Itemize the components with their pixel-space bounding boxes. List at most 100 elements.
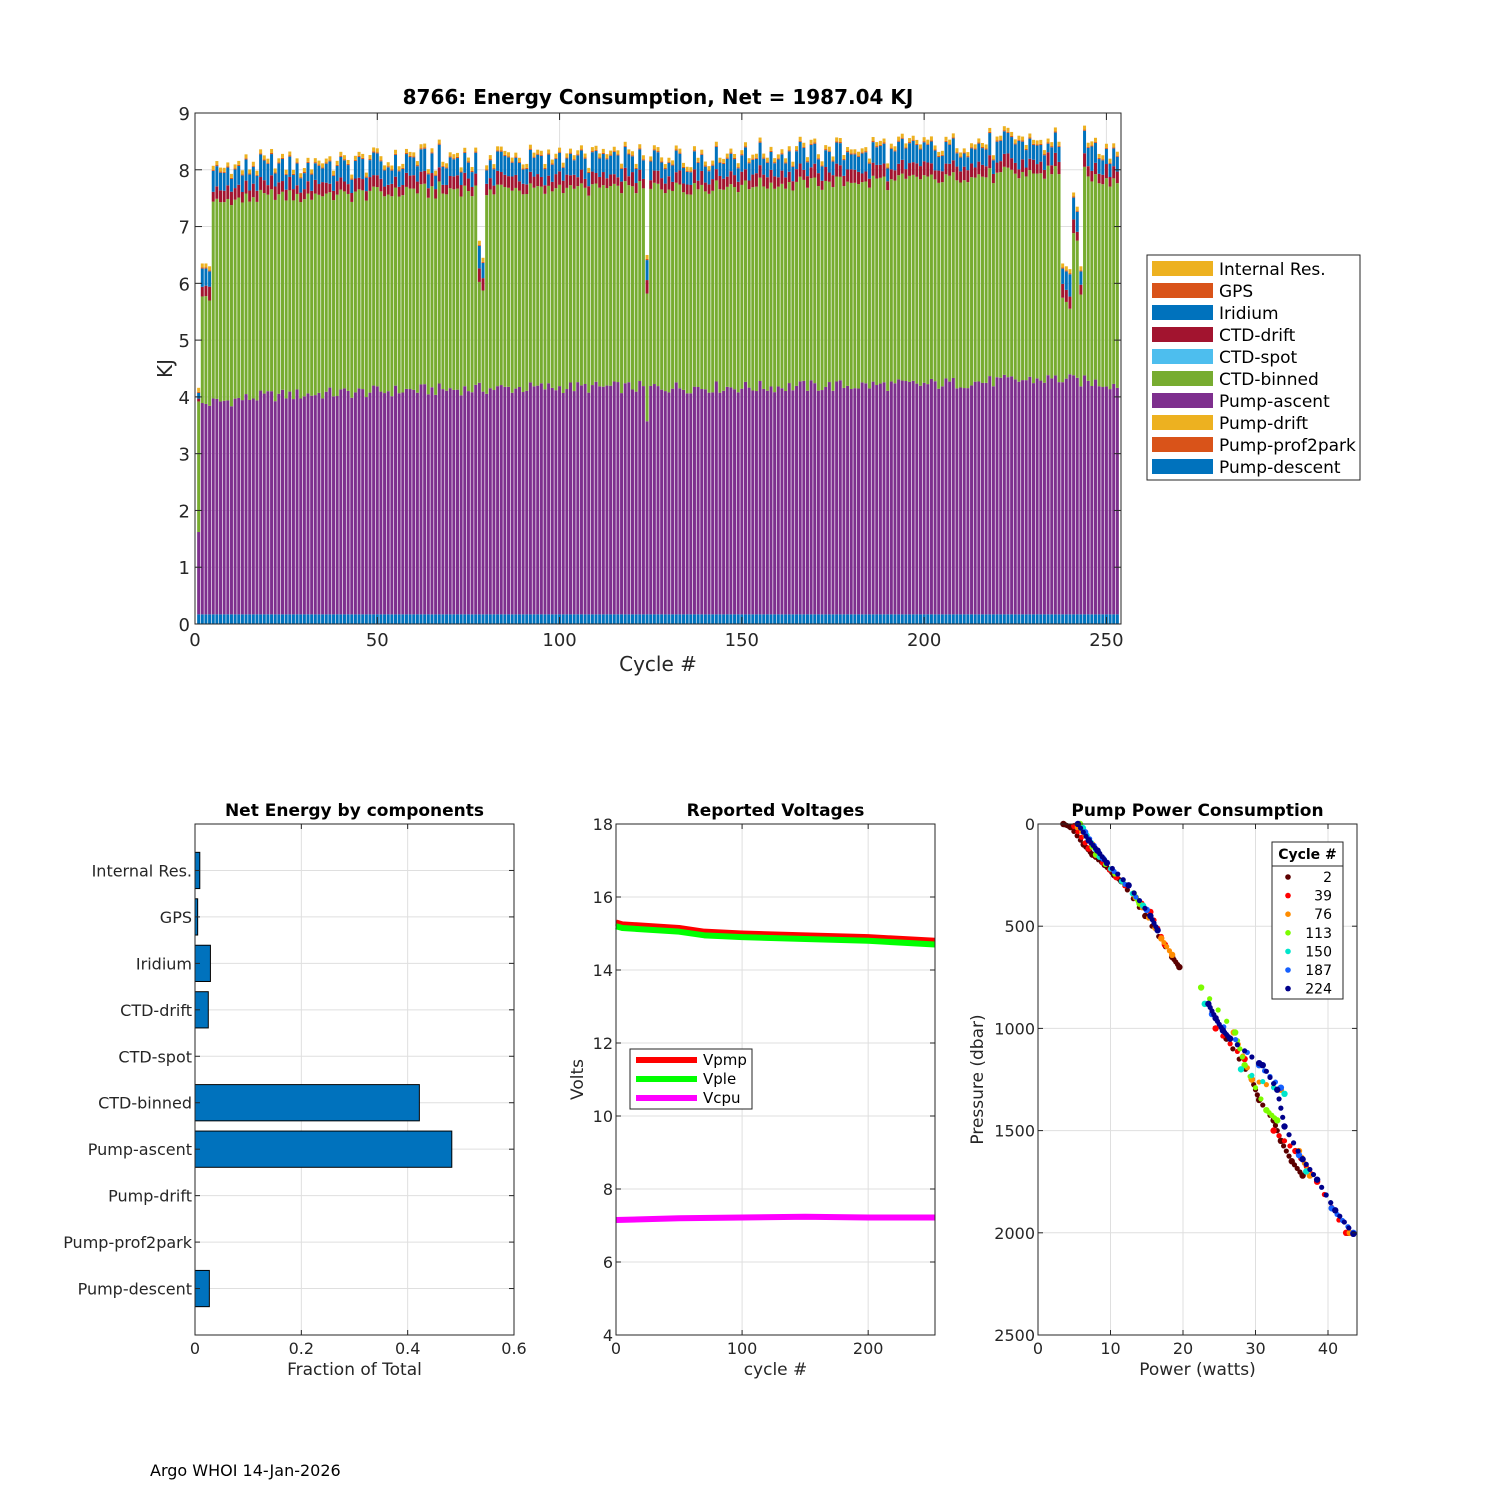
scatter-point [1291,1162,1298,1168]
bar-segment [999,161,1003,173]
bar-segment [587,173,591,187]
bar-segment [579,149,583,151]
bar-segment [612,381,616,615]
bar-segment [1101,160,1105,175]
bar-segment [1068,308,1072,375]
bar-segment [1101,155,1105,160]
bar-segment [1042,154,1046,156]
bar-segment [281,158,284,182]
bar-segment [466,161,470,163]
bar-segment [233,168,237,170]
bar-segment [620,181,624,194]
bar-segment [667,176,671,190]
bar-segment [536,186,540,386]
bar-segment [525,169,529,185]
bar-segment [481,262,485,279]
bar-segment [711,179,715,191]
bar-segment [864,614,868,624]
bar-segment [645,280,649,294]
bar-segment [725,186,729,387]
bar-segment [222,171,226,173]
bar-segment [470,186,474,197]
bar-segment [306,162,310,182]
scatter-point [1168,951,1176,959]
bar-segment [215,166,219,187]
footer-credit: Argo WHOI 14-Jan-2026 [150,1461,341,1480]
bar-segment [762,153,766,158]
bar-segment [419,144,423,149]
bar-segment [813,383,817,615]
bar-segment [517,161,521,163]
bar-segment [565,157,569,159]
bar-segment [827,172,831,182]
bar-segment [273,199,277,402]
x-tick-label: 250 [1089,630,1123,651]
bar-segment [674,182,678,383]
bar-segment [266,162,270,164]
scatter-point [1272,1122,1279,1129]
y-axis-label: Volts [568,1059,588,1100]
bar-segment [649,385,653,615]
bar-segment [470,196,474,393]
bar-segment [1090,181,1094,386]
bar-segment [751,187,755,391]
bar-segment [248,201,252,400]
bar-segment [364,614,368,624]
bar-segment [394,176,398,188]
bar-segment [991,183,995,387]
bar-segment [244,614,248,624]
bar-segment [481,257,485,262]
bar-segment [317,164,321,166]
bar-segment [1039,380,1043,615]
bar-segment [284,614,288,624]
y-tick-label: 6 [603,1253,613,1272]
bar-segment [532,157,536,177]
bar-segment [419,614,423,624]
bar-segment [962,180,966,389]
bar-segment [875,164,879,179]
bar-segment [277,182,281,195]
bar-segment [379,156,383,161]
bar-segment [740,154,744,156]
bar-segment [922,137,926,142]
bar-segment [1075,240,1079,378]
bar-segment [827,382,831,615]
bar-segment [951,160,955,173]
category-label: CTD-binned [98,1094,192,1113]
bar-segment [966,388,970,615]
bar-segment [361,157,365,160]
bar-segment [922,142,926,162]
bar-segment [208,405,212,615]
bar-segment [722,189,726,391]
bar-segment [1079,266,1083,271]
bar-segment [740,388,744,615]
bar-segment [466,178,470,192]
plot-frame [615,823,936,1336]
bar-segment [1013,173,1017,380]
bar-segment [281,153,284,158]
bar-segment [831,161,835,176]
bar-segment [867,614,871,624]
bar-segment [1090,614,1094,624]
legend-marker [1285,985,1291,992]
bar-segment [353,178,357,192]
bar-segment [251,197,255,399]
bar-segment [441,389,445,615]
bar-segment [517,386,521,615]
y-tick-label: 7 [179,218,190,239]
bar-segment [510,614,514,624]
bar-segment [970,614,974,624]
bar-segment [525,614,529,624]
legend-marker [1285,892,1291,899]
bar-segment [791,161,795,166]
bar-segment [809,178,813,381]
bar-segment [765,614,769,624]
bar-segment [725,157,729,159]
bar-segment [802,147,806,170]
scatter-series-224 [1074,820,1357,1238]
bar-segment [711,190,715,393]
bar-segment [1064,614,1068,624]
bar-segment [525,390,529,615]
bar-segment [598,614,602,624]
bar-segment [521,614,525,624]
